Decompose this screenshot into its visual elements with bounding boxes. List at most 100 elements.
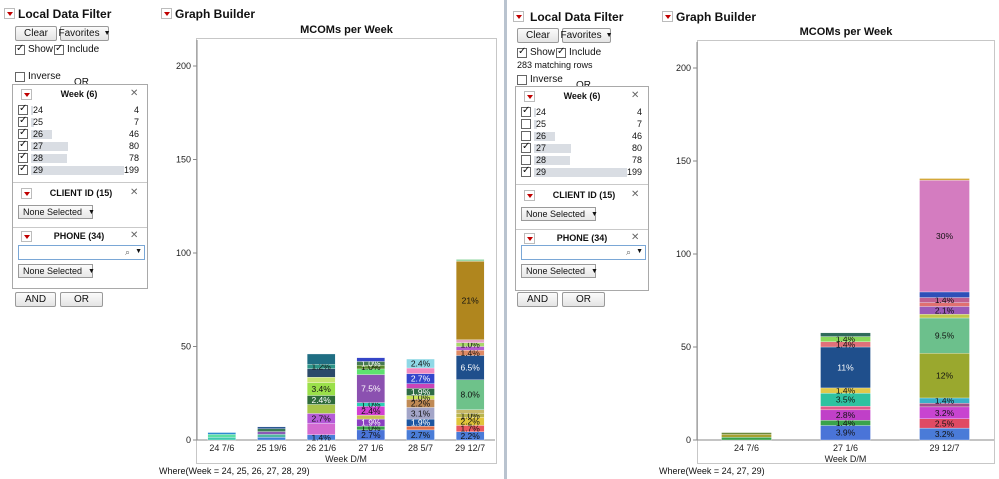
bar-segment: [257, 437, 286, 441]
y-tick-label: 50: [681, 342, 691, 352]
bar-data-label: 1.4%: [836, 339, 856, 349]
bar-segment: [307, 353, 336, 365]
chevron-down-icon[interactable]: ▼: [135, 248, 142, 255]
bar-segment: [356, 374, 385, 403]
bar-segment: [207, 432, 236, 435]
client-section-title: CLIENT ID (15): [49, 188, 113, 198]
favorites-button[interactable]: Favorites ▼: [58, 26, 111, 41]
phone-search-input[interactable]: ⌕ ▼: [18, 245, 145, 260]
bar-segment: [356, 415, 385, 420]
bar-data-label: 3.9%: [836, 428, 856, 438]
bar-segment: [919, 180, 970, 293]
bar-segment: [356, 357, 385, 362]
phone-select-value: None Selected: [526, 266, 586, 276]
client-select[interactable]: None Selected ▼: [18, 205, 95, 219]
bar-segment: [307, 377, 336, 383]
graph-disclosure-icon[interactable]: [161, 8, 172, 19]
client-section-title: CLIENT ID (15): [552, 190, 616, 200]
or-label: OR: [74, 77, 89, 88]
divider: [516, 229, 648, 230]
show-checkbox[interactable]: [15, 43, 25, 55]
bar-segment: [257, 428, 286, 432]
week-count: 4: [133, 105, 139, 115]
phone-search-input[interactable]: ⌕ ▼: [521, 245, 646, 260]
phone-disclosure-icon[interactable]: [21, 231, 32, 242]
show-checkbox[interactable]: [517, 46, 527, 58]
week-label: 24: [536, 107, 547, 117]
close-icon[interactable]: ✕: [631, 232, 640, 243]
bar-data-label: 2.1%: [935, 305, 955, 315]
week-label: 29: [33, 165, 44, 175]
week-label: 25: [33, 117, 44, 127]
chevron-down-icon: ▼: [591, 267, 598, 275]
x-tick-label: 24 7/6: [734, 443, 759, 453]
matching-rows: 283 matching rows: [517, 60, 593, 70]
include-checkbox[interactable]: [54, 43, 64, 55]
week-checkbox[interactable]: [521, 119, 531, 129]
bar-segment: [919, 353, 970, 399]
chevron-down-icon: ▼: [591, 210, 598, 218]
graph-builder-title: Graph Builder: [676, 10, 757, 24]
bar-segment: [406, 383, 435, 389]
week-count: 199: [626, 167, 642, 177]
chevron-down-icon: ▼: [88, 208, 95, 216]
filter-panel: Week (6) ✕ 24 4 25 7 26 46 27 80 28 78 29 199 CLIEN…: [12, 84, 148, 289]
week-count-bar: [534, 132, 555, 141]
clear-button[interactable]: Clear: [15, 26, 57, 41]
and-button[interactable]: AND: [517, 292, 558, 307]
bar-data-label: 1.4%: [836, 386, 856, 396]
phone-select[interactable]: None Selected ▼: [521, 264, 598, 278]
clear-button[interactable]: Clear: [517, 28, 559, 43]
close-icon[interactable]: ✕: [631, 90, 640, 101]
include-checkbox[interactable]: [556, 46, 566, 58]
graph-disclosure-icon[interactable]: [662, 11, 673, 22]
phone-disclosure-icon[interactable]: [524, 233, 535, 244]
bar-data-label: 9.5%: [935, 331, 955, 341]
filter-disclosure-icon[interactable]: [513, 11, 524, 22]
filter-disclosure-icon[interactable]: [4, 8, 15, 19]
y-tick-label: 200: [676, 63, 691, 73]
bar-segment: [406, 358, 435, 369]
x-tick-label: 27 1/6: [358, 443, 383, 453]
week-checkbox[interactable]: [521, 105, 531, 117]
search-icon: ⌕: [124, 247, 130, 257]
bar-data-label: 12%: [936, 371, 953, 381]
bar-data-label: 1.4%: [935, 295, 955, 305]
inverse-checkbox[interactable]: [15, 72, 25, 82]
pane-divider[interactable]: [504, 0, 507, 479]
week-label: 26: [33, 129, 44, 139]
bar-segment: [919, 178, 970, 181]
close-icon[interactable]: ✕: [130, 88, 139, 99]
close-icon[interactable]: ✕: [631, 189, 640, 200]
week-count-bar: [31, 166, 124, 175]
bar-data-label: 3.5%: [836, 395, 856, 405]
client-select[interactable]: None Selected ▼: [521, 207, 598, 221]
close-icon[interactable]: ✕: [130, 187, 139, 198]
week-disclosure-icon[interactable]: [524, 91, 535, 102]
or-button[interactable]: OR: [562, 292, 605, 307]
week-label: 25: [536, 119, 547, 129]
and-button[interactable]: AND: [15, 292, 56, 307]
favorites-button[interactable]: Favorites ▼: [560, 28, 613, 43]
bar-data-label: 2.8%: [836, 410, 856, 420]
bar-data-label: 1.0%: [361, 358, 381, 368]
phone-select[interactable]: None Selected ▼: [18, 264, 95, 278]
chevron-down-icon: ▼: [103, 30, 111, 37]
week-disclosure-icon[interactable]: [21, 89, 32, 100]
bar-data-label: 7.5%: [361, 384, 381, 394]
client-disclosure-icon[interactable]: [21, 188, 32, 199]
close-icon[interactable]: ✕: [130, 230, 139, 241]
chart-title: MCOMs per Week: [300, 24, 393, 36]
week-checkbox[interactable]: [521, 141, 531, 153]
week-checkbox[interactable]: [18, 163, 28, 175]
chevron-down-icon[interactable]: ▼: [636, 248, 643, 255]
week-checkbox[interactable]: [521, 165, 531, 177]
bar-data-label: 3.4%: [311, 384, 331, 394]
client-disclosure-icon[interactable]: [524, 190, 535, 201]
or-button[interactable]: OR: [60, 292, 103, 307]
filter-title: Local Data Filter: [530, 10, 624, 24]
x-tick-label: 27 1/6: [833, 443, 858, 453]
inverse-checkbox[interactable]: [517, 75, 527, 85]
